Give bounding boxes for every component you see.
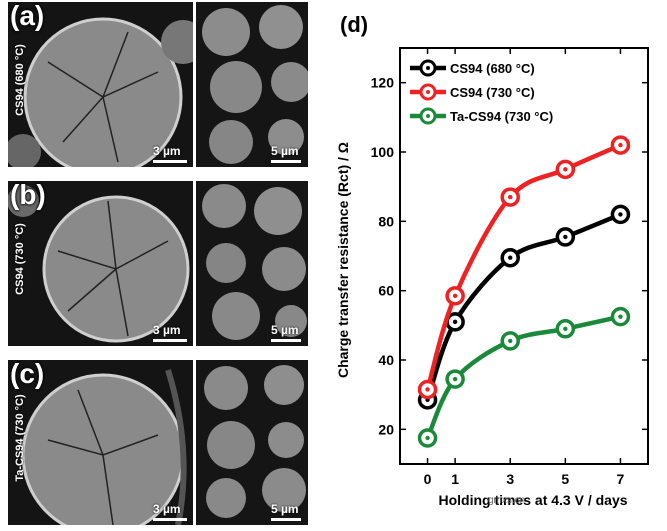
data-point-center: [618, 212, 623, 217]
y-tick-label: 120: [371, 75, 395, 91]
panel-label: (a): [10, 2, 45, 31]
y-tick-label: 20: [378, 421, 394, 437]
data-point-center: [563, 167, 568, 172]
sample-label: CS94 (730 °C): [14, 223, 26, 295]
legend-marker-center: [426, 90, 430, 94]
data-point-center: [563, 234, 568, 240]
data-point-center: [425, 387, 430, 392]
plot-area: 20 40 60 80 100 120 0 1 3 5 7 CS94 (680 °C) CS94 (73…: [371, 47, 649, 487]
x-tick-label: 3: [506, 471, 514, 487]
particle-image: [196, 360, 308, 525]
legend-label: CS94 (680 °C): [450, 61, 535, 76]
x-tick-label: 7: [617, 471, 625, 487]
panel-b: (b) CS94 (730 °C) 3 µm 5 µm: [8, 181, 308, 346]
scale-bar: [271, 518, 301, 521]
scale-label: 3 µm: [153, 144, 181, 158]
panel-c: (c) Ta-CS94 (730 °C) 3 µm 5 µm: [8, 360, 308, 525]
particle-image: [196, 181, 308, 346]
particle-image: [8, 181, 193, 346]
rct-chart: (d) 20 40 60 80 100 120 0 1 3 5 7 CS94 (680 °C) CS94…: [335, 12, 649, 508]
series-line-1: [425, 143, 622, 391]
micrograph-c-right: 5 µm: [196, 360, 308, 525]
scale-bar: [153, 518, 187, 521]
data-point-center: [452, 376, 458, 382]
micrograph-a-right: 5 µm: [196, 2, 308, 167]
particle-image: [8, 360, 193, 525]
legend-label: CS94 (730 °C): [450, 85, 535, 100]
micrograph-c-left: (c) Ta-CS94 (730 °C) 3 µm: [8, 360, 193, 525]
scale-bar: [153, 339, 187, 342]
data-point-center: [618, 142, 623, 148]
data-point-center: [508, 255, 513, 260]
scale-label: 5 µm: [271, 323, 299, 337]
data-point-center: [425, 435, 430, 441]
x-tick-label: 5: [561, 471, 569, 487]
panel-label: (b): [10, 181, 46, 210]
plot-frame: [399, 47, 649, 465]
legend-label: Ta-CS94 (730 °C): [450, 109, 553, 124]
micrograph-b-left: (b) CS94 (730 °C) 3 µm: [8, 181, 193, 346]
scale-bar: [271, 339, 301, 342]
scale-label: 3 µm: [153, 502, 181, 516]
micrograph-a-left: (a) CS94 (680 °C) 3 µm: [8, 2, 193, 167]
data-point-center: [452, 293, 458, 299]
scale-bar: [271, 160, 301, 163]
panel-label: (c): [10, 360, 45, 389]
x-tick-label: 1: [451, 471, 459, 487]
data-point-center: [563, 326, 568, 331]
legend-marker-center: [426, 66, 430, 70]
micrograph-panels: (a) CS94 (680 °C) 3 µm 5 µm: [0, 0, 330, 531]
sample-label: CS94 (680 °C): [14, 44, 26, 116]
panel-a: (a) CS94 (680 °C) 3 µm 5 µm: [8, 2, 308, 167]
scale-label: 5 µm: [271, 502, 299, 516]
chart-panel-d: (d) 20 40 60 80 100 120 0 1 3 5 7 CS94 (680 °C) CS94…: [330, 0, 667, 531]
y-axis-label: Charge transfer resistance (Rct) / Ω: [335, 142, 351, 378]
y-tick-label: 100: [371, 144, 395, 160]
watermark: gmxs.cn: [488, 495, 525, 506]
micrograph-b-right: 5 µm: [196, 181, 308, 346]
scale-label: 3 µm: [153, 323, 181, 337]
y-tick-label: 80: [378, 213, 394, 229]
y-tick-label: 60: [378, 283, 394, 299]
data-point-center: [508, 338, 513, 344]
y-tick-label: 40: [378, 352, 394, 368]
data-point-center: [508, 194, 513, 200]
particle-image: [196, 2, 308, 167]
x-axis-label: Holding times at 4.3 V / days: [438, 492, 627, 508]
chart-panel-label: (d): [340, 12, 368, 37]
scale-bar: [153, 160, 187, 163]
sample-label: Ta-CS94 (730 °C): [14, 394, 26, 482]
x-tick-label: 0: [424, 471, 432, 487]
legend-marker-center: [426, 114, 430, 118]
data-point-center: [618, 314, 623, 319]
scale-label: 5 µm: [271, 144, 299, 158]
data-point-center: [452, 319, 458, 325]
particle-image: [8, 2, 193, 167]
